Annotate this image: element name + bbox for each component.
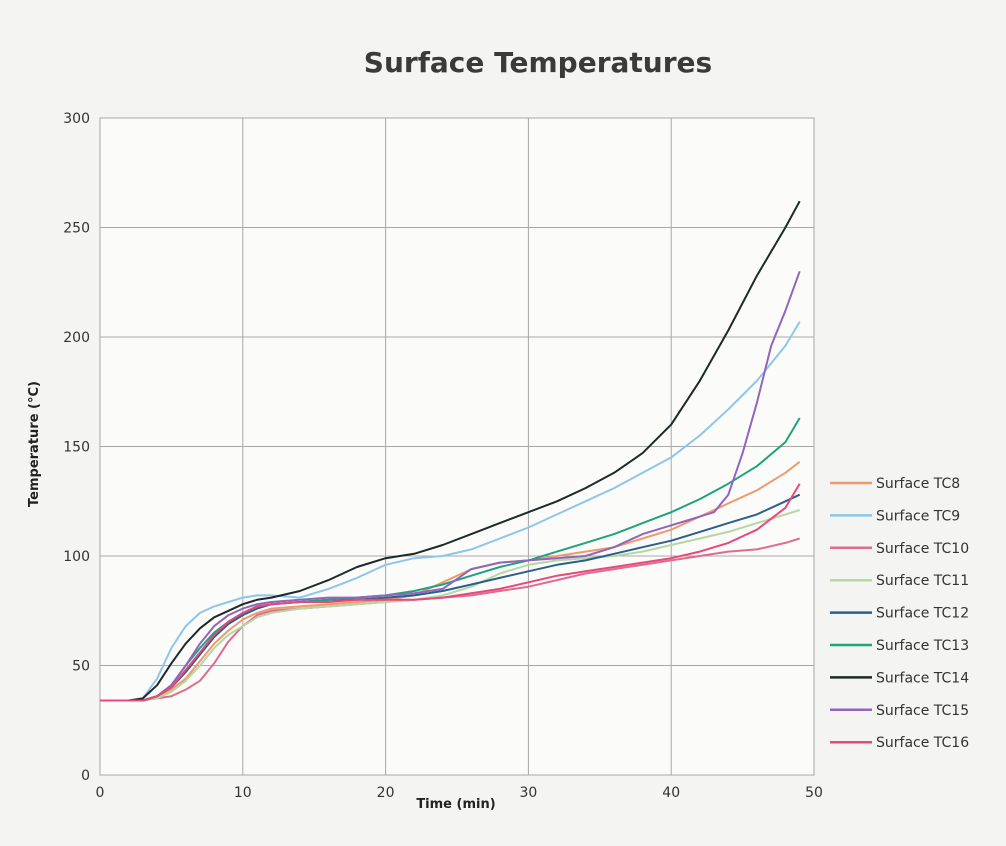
- legend-label: Surface TC15: [876, 703, 969, 719]
- legend-label: Surface TC9: [876, 508, 960, 524]
- x-tick-label: 40: [662, 785, 680, 801]
- x-tick-label: 50: [805, 785, 823, 801]
- y-tick-label: 100: [63, 549, 90, 565]
- x-tick-label: 30: [519, 785, 537, 801]
- series-line-surface-tc16: [100, 483, 801, 702]
- legend: Surface TC8 Surface TC9 Surface TC10 Surfac…: [830, 476, 969, 751]
- y-tick-label: 50: [72, 659, 90, 675]
- chart-title: Surface Temperatures: [364, 46, 712, 79]
- y-tick-label: 0: [81, 768, 90, 784]
- tick-labels: 0 10 20 30 40 50 0 50 100 150 200 250 300: [63, 111, 823, 801]
- series-line-surface-tc11: [100, 509, 800, 702]
- x-tick-label: 0: [96, 785, 105, 801]
- x-tick-label: 10: [234, 785, 252, 801]
- series-line-surface-tc9: [100, 321, 801, 702]
- series-line-surface-tc15: [100, 270, 801, 702]
- legend-label: Surface TC14: [876, 670, 969, 686]
- series-line-surface-tc14: [100, 200, 801, 702]
- legend-label: Surface TC12: [876, 606, 969, 622]
- y-axis-label: Temperature (°C): [27, 381, 42, 507]
- gridlines: [99, 117, 815, 776]
- x-axis-label: Time (min): [416, 797, 495, 812]
- y-tick-label: 150: [63, 440, 90, 456]
- y-tick-label: 200: [63, 330, 90, 346]
- legend-label: Surface TC11: [876, 573, 969, 589]
- y-tick-label: 300: [63, 111, 90, 127]
- legend-label: Surface TC16: [876, 735, 969, 751]
- legend-label: Surface TC13: [876, 638, 969, 654]
- y-tick-label: 250: [63, 221, 90, 237]
- legend-label: Surface TC8: [876, 476, 960, 492]
- series-lines: [100, 200, 801, 702]
- legend-label: Surface TC10: [876, 541, 969, 557]
- x-tick-label: 20: [377, 785, 395, 801]
- series-line-surface-tc12: [100, 493, 801, 702]
